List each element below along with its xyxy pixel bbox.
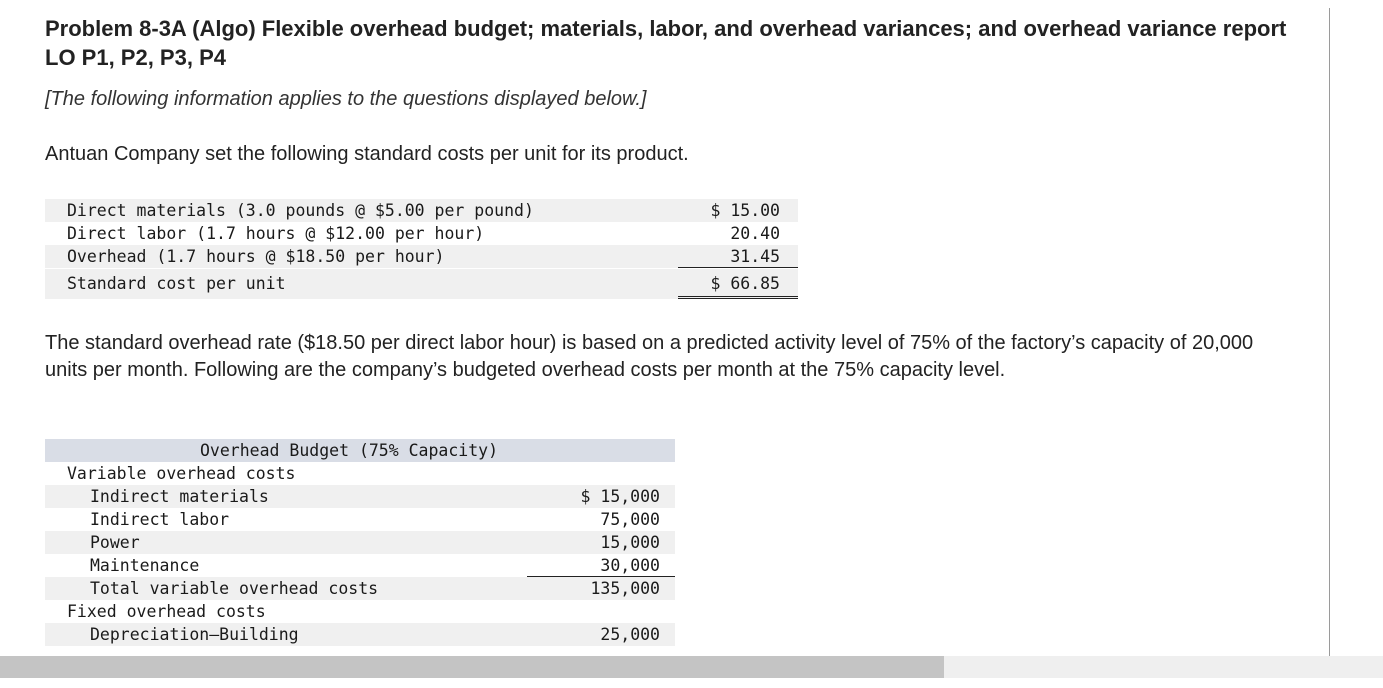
cost-amount: $ 15.00 <box>710 201 780 220</box>
table-row: Depreciation—Building 25,000 <box>45 623 675 646</box>
total-double-underline <box>678 269 798 299</box>
cost-label: Overhead (1.7 hours @ $18.50 per hour) <box>67 247 445 266</box>
section-label: Fixed overhead costs <box>67 602 266 621</box>
section-label: Variable overhead costs <box>67 464 296 483</box>
cost-label: Direct materials (3.0 pounds @ $5.00 per… <box>67 201 534 220</box>
subtotal-amount: 135,000 <box>590 579 660 598</box>
table-row: Overhead (1.7 hours @ $18.50 per hour) 3… <box>45 245 798 268</box>
subtotal-underline <box>527 554 675 577</box>
cost-label: Power <box>90 533 140 552</box>
cost-amount: 20.40 <box>730 224 780 243</box>
horizontal-scrollbar[interactable] <box>0 656 1383 678</box>
table-row: Variable overhead costs <box>45 462 675 485</box>
problem-content: Problem 8-3A (Algo) Flexible overhead bu… <box>45 14 1305 646</box>
cost-label: Indirect materials <box>90 487 269 506</box>
cost-amount: 25,000 <box>600 625 660 644</box>
cost-amount: 30,000 <box>600 556 660 575</box>
table-row: Direct labor (1.7 hours @ $12.00 per hou… <box>45 222 798 245</box>
cost-amount: $ 15,000 <box>580 487 660 506</box>
intro-note: [The following information applies to th… <box>45 88 647 110</box>
table-row: Maintenance 30,000 <box>45 554 675 577</box>
cost-amount: 75,000 <box>600 510 660 529</box>
table-header-title: Overhead Budget (75% Capacity) <box>200 441 499 460</box>
standard-costs-intro: Antuan Company set the following standar… <box>45 143 689 165</box>
table-row: Fixed overhead costs <box>45 600 675 623</box>
table-row: Direct materials (3.0 pounds @ $5.00 per… <box>45 199 798 222</box>
standard-cost-table: Direct materials (3.0 pounds @ $5.00 per… <box>45 199 798 299</box>
cost-label: Indirect labor <box>90 510 230 529</box>
table-row: Indirect materials $ 15,000 <box>45 485 675 508</box>
total-amount: $ 66.85 <box>710 274 780 293</box>
content-right-border <box>1329 8 1330 656</box>
overhead-budget-table: Overhead Budget (75% Capacity) Variable … <box>45 439 675 646</box>
overhead-rate-paragraph: The standard overhead rate ($18.50 per d… <box>45 332 1254 381</box>
table-row: Total variable overhead costs 135,000 <box>45 577 675 600</box>
total-label: Standard cost per unit <box>67 274 286 293</box>
cost-amount: 31.45 <box>730 247 780 266</box>
subtotal-underline <box>678 245 798 268</box>
table-row: Indirect labor 75,000 <box>45 508 675 531</box>
cost-amount: 15,000 <box>600 533 660 552</box>
cost-label: Direct labor (1.7 hours @ $12.00 per hou… <box>67 224 485 243</box>
subtotal-label: Total variable overhead costs <box>90 579 379 598</box>
cost-label: Maintenance <box>90 556 200 575</box>
cost-label: Depreciation—Building <box>90 625 299 644</box>
problem-title: Problem 8-3A (Algo) Flexible overhead bu… <box>45 16 1287 70</box>
table-row-total: Standard cost per unit $ 66.85 <box>45 269 798 299</box>
table-row: Power 15,000 <box>45 531 675 554</box>
scrollbar-thumb[interactable] <box>0 656 944 678</box>
table-header: Overhead Budget (75% Capacity) <box>45 439 675 462</box>
